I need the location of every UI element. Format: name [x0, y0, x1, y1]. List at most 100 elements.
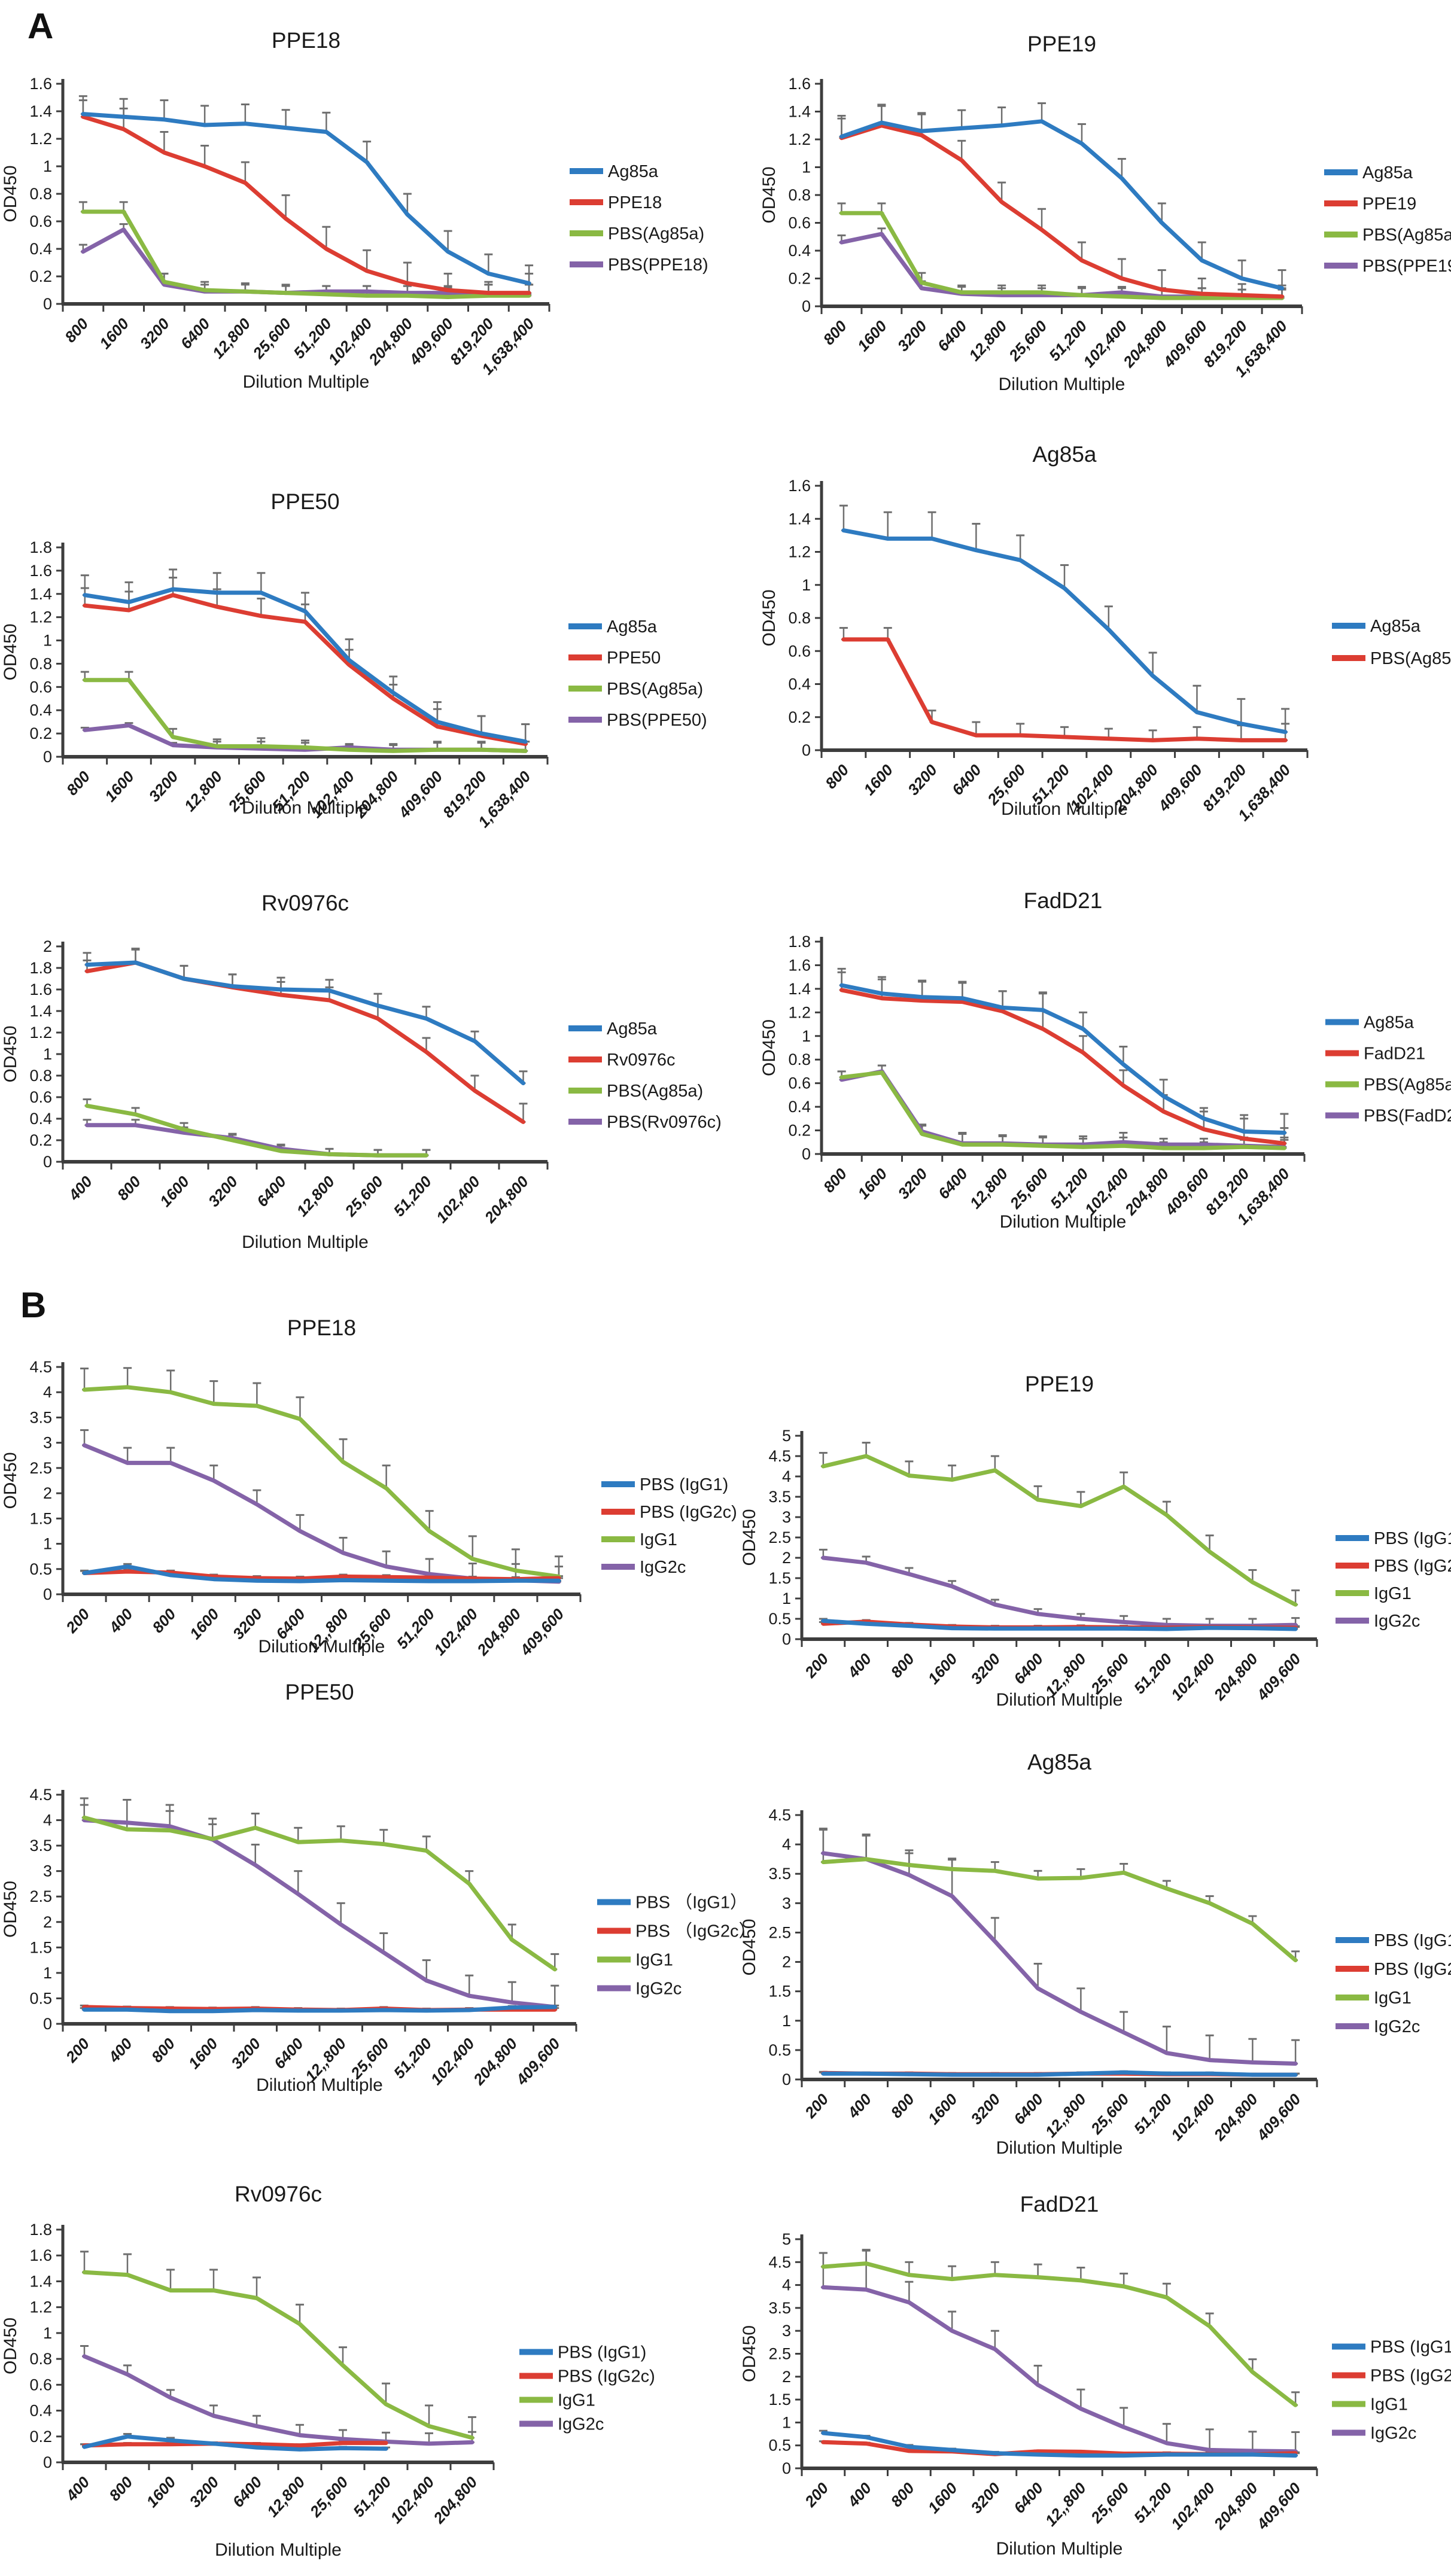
- y-tick-label: 1: [782, 2012, 791, 2030]
- x-axis-a-ppe50: 800 1600 320012,80025,60051,200102,400204,…: [62, 755, 549, 831]
- y-tick-label: 0: [802, 741, 811, 759]
- x-tick-label: 400: [844, 2090, 875, 2122]
- chart-title-b-ppe50: PPE50: [285, 1680, 354, 1704]
- y-axis-a-rv0976c: 0 0.2 0.4 0.6 0.8 1 1.2 1.4 1.6 1.8 2: [29, 937, 65, 1171]
- x-tick-label: 25,600: [1006, 1165, 1052, 1213]
- x-tick-label: 102,400: [1167, 2479, 1219, 2533]
- y-tick-label: 3.5: [29, 1408, 52, 1426]
- legend-item-b-ag85a-PBS (IgG1): PBS (IgG1): [1336, 1931, 1451, 1950]
- x-tick-label: 3200: [136, 315, 173, 352]
- chart-title-a-ppe19: PPE19: [1027, 32, 1096, 56]
- x-tick-label: 3200: [895, 1165, 931, 1202]
- x-tick-label: 6400: [229, 2473, 265, 2511]
- legend-item-b-ppe50-PBS （IgG1）: PBS （IgG1）: [597, 1893, 747, 1913]
- x-axis-title-a-ppe19: Dilution Multiple: [999, 374, 1125, 394]
- y-tick-label: 0.6: [788, 214, 811, 232]
- y-tick-label: 1: [43, 632, 52, 650]
- y-tick-label: 1.6: [29, 2246, 52, 2264]
- legend-item-b-ppe19-IgG1: IgG1: [1336, 1584, 1412, 1603]
- legend-item-b-rv0976c-PBS (IgG1): PBS (IgG1): [519, 2343, 646, 2362]
- x-axis-title-a-ppe50: Dilution Multiple: [242, 798, 369, 818]
- y-tick-label: 1.8: [29, 959, 52, 977]
- y-axis-b-ppe18: 0 0.5 1 1.5 2 2.5 3 3.5 4 4.5: [29, 1358, 65, 1603]
- legend-label: PBS (IgG1): [1374, 1529, 1451, 1548]
- y-tick-label: 0: [43, 1585, 52, 1603]
- legend-label: IgG1: [558, 2391, 595, 2410]
- x-axis-title-a-ppe18: Dilution Multiple: [243, 372, 370, 392]
- x-tick-label: 12,800: [263, 2473, 309, 2521]
- x-tick-label: 6400: [948, 761, 985, 799]
- y-tick-label: 0.8: [29, 2350, 52, 2368]
- y-tick-label: 3: [43, 1434, 52, 1452]
- x-tick-label: 409,600: [1154, 761, 1206, 815]
- legend-label: PBS(Ag85a): [1362, 226, 1451, 245]
- x-tick-label: 25,600: [341, 1173, 387, 1220]
- y-tick-label: 1.2: [29, 130, 52, 148]
- legend-label: PPE19: [1362, 194, 1416, 214]
- legend-label: Ag85a: [607, 1019, 658, 1039]
- x-tick-label: 204,800: [480, 1173, 532, 1227]
- x-tick-label: 1600: [186, 1605, 223, 1643]
- x-tick-label: 409,600: [1253, 1650, 1304, 1704]
- error-bars-a-ag85a-s1: [839, 627, 1290, 741]
- y-tick-label: 0.8: [788, 1051, 811, 1068]
- x-tick-label: 12,800: [209, 315, 254, 363]
- x-tick-label: 102,400: [1081, 1165, 1133, 1219]
- chart-a-fadd21: FadD21 0 0.2 0.4 0.6 0.8 1 1.2 1.4 1.6 1.8 OD450 800…: [759, 888, 1451, 1232]
- y-tick-label: 4.5: [29, 1786, 52, 1804]
- legend-item-b-fadd21-PBS (IgG1): PBS (IgG1): [1332, 2338, 1451, 2357]
- x-tick-label: 12,800: [965, 317, 1011, 365]
- y-tick-label: 2: [43, 937, 52, 955]
- y-tick-label: 1.4: [29, 2272, 52, 2290]
- y-tick-label: 3: [43, 1862, 52, 1880]
- y-tick-label: 0.8: [788, 186, 811, 204]
- x-axis-title-a-ag85a: Dilution Multiple: [1001, 799, 1128, 819]
- x-tick-label: 800: [820, 1165, 851, 1196]
- x-tick-label: 800: [114, 1173, 145, 1204]
- x-axis-b-ag85a: 200 400 800 1600 3200 640012,,80025,60051,200…: [801, 2078, 1318, 2145]
- legend-item-a-ppe19-Ag85a: Ag85a: [1324, 163, 1413, 182]
- legend-label: IgG1: [1374, 1584, 1412, 1603]
- x-axis-a-ppe18: 800 1600 3200 640012,80025,60051,200102,400…: [61, 302, 550, 378]
- y-tick-label: 1.2: [29, 1024, 52, 1042]
- y-tick-label: 2.5: [29, 1887, 52, 1905]
- x-tick-label: 6400: [1010, 2479, 1047, 2517]
- y-tick-label: 1: [782, 2413, 791, 2431]
- series-line-a-ppe18-PBS(Ag85a): [81, 209, 531, 299]
- legend-label: IgG1: [1370, 2395, 1408, 2414]
- y-tick-label: 1.6: [29, 981, 52, 998]
- x-tick-label: 409,600: [516, 1605, 568, 1660]
- error-bars-b-ppe18-s2: [80, 1367, 563, 1578]
- y-tick-label: 0.6: [29, 1088, 52, 1106]
- x-tick-label: 400: [62, 2473, 93, 2505]
- legend-item-a-ppe50-PBS(Ag85a): PBS(Ag85a): [568, 680, 703, 699]
- chart-b-ppe19: PPE19 0 0.5 1 1.5 2 2.5 3 3.5 4 4.5 5 OD450 200 400 800…: [740, 1372, 1451, 1710]
- x-tick-label: 409,600: [395, 768, 446, 822]
- x-tick-label: 204,800: [1210, 2479, 1261, 2534]
- y-tick-label: 2.5: [768, 2345, 791, 2363]
- x-tick-label: 800: [887, 1650, 918, 1682]
- legend-item-a-rv0976c-PBS(Ag85a): PBS(Ag85a): [568, 1082, 703, 1101]
- x-tick-label: 409,600: [1159, 317, 1210, 372]
- y-axis-title-b-fadd21: OD450: [740, 2325, 759, 2382]
- x-tick-label: 102,400: [387, 2473, 438, 2527]
- y-axis-title-a-ppe19: OD450: [759, 166, 779, 223]
- legend-item-b-rv0976c-PBS (IgG2c): PBS (IgG2c): [519, 2367, 655, 2386]
- y-tick-label: 3.5: [768, 1488, 791, 1506]
- legend-a-ppe18: Ag85a PPE18 PBS(Ag85a) PBS(PPE18): [570, 162, 708, 275]
- y-tick-label: 3.5: [768, 2299, 791, 2317]
- chart-title-b-ag85a: Ag85a: [1027, 1750, 1091, 1774]
- legend-item-a-ppe19-PPE19: PPE19: [1324, 194, 1416, 214]
- x-tick-label: 102,400: [433, 1173, 484, 1226]
- legend-item-a-ppe50-PPE50: PPE50: [568, 648, 661, 668]
- y-tick-label: 0.4: [788, 242, 811, 260]
- legend-item-b-fadd21-IgG2c: IgG2c: [1332, 2424, 1416, 2443]
- x-tick-label: 25,600: [249, 315, 295, 363]
- x-axis-title-b-ppe18: Dilution Multiple: [258, 1637, 385, 1657]
- legend-label: PBS (IgG2c): [640, 1503, 737, 1522]
- x-tick-label: 102,400: [324, 315, 376, 369]
- series-line-b-rv0976c-IgG1: [82, 2270, 474, 2440]
- y-tick-label: 3: [782, 1508, 791, 1526]
- series-line-a-ag85a-PBS(Ag85a): [841, 637, 1288, 742]
